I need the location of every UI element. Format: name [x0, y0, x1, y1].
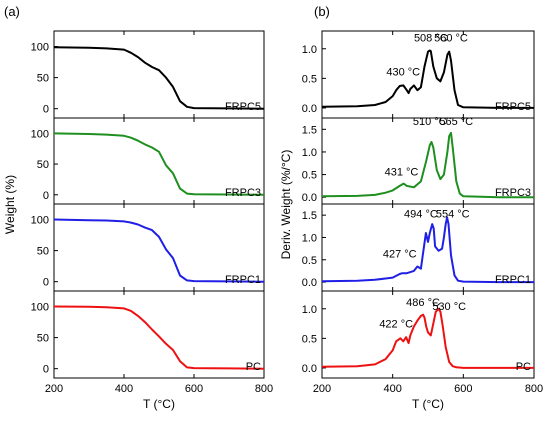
- peak-annotation: 565 °C: [439, 116, 473, 128]
- y-axis-label: Weight (%): [3, 175, 17, 234]
- x-tick-label: 400: [383, 383, 401, 395]
- y-tick-label: 0: [43, 277, 49, 289]
- x-tick-label: 200: [313, 383, 331, 395]
- peak-annotation: 494 °C: [404, 208, 438, 220]
- series-line-frpc5: [321, 49, 534, 109]
- y-tick-label: 1.0: [302, 44, 317, 56]
- series-label: FRPC5: [495, 101, 531, 113]
- x-tick-label: 600: [454, 383, 472, 395]
- y-tick-label: 100: [31, 42, 49, 54]
- y-tick-label: 1.5: [302, 210, 317, 222]
- x-tick-label: 200: [45, 383, 63, 395]
- y-tick-label: 0: [43, 364, 49, 376]
- peak-annotation: 486 °C: [406, 297, 440, 309]
- series-label: FRPC5: [225, 101, 261, 113]
- series-line-frpc1: [53, 218, 265, 283]
- y-tick-label: 100: [31, 128, 49, 140]
- x-axis-label: T (°C): [412, 397, 444, 411]
- peak-annotation: 508 °C: [414, 33, 448, 45]
- series-label: FRPC3: [495, 187, 531, 199]
- series-line-pc: [321, 307, 534, 369]
- y-tick-label: 0.0: [302, 277, 317, 289]
- y-tick-label: 50: [37, 159, 49, 171]
- x-axis-label: T (°C): [143, 397, 175, 411]
- series-line-frpc5: [53, 46, 265, 110]
- peak-annotation: 422 °C: [379, 319, 413, 331]
- y-tick-label: 50: [37, 333, 49, 345]
- series-label: PC: [246, 361, 261, 373]
- plot-frame: [321, 290, 535, 379]
- y-axis-label: Deriv. Weight (%/°C): [279, 150, 293, 260]
- y-tick-label: 100: [31, 215, 49, 227]
- y-tick-label: 1.5: [302, 124, 317, 136]
- subplot-pc: 0 50 100 200 400 600 800 PC: [31, 290, 273, 395]
- panel-label: (b): [314, 4, 330, 19]
- peak-annotation: 427 °C: [383, 249, 417, 261]
- series-line-pc: [53, 305, 265, 370]
- y-tick-label: 50: [37, 73, 49, 85]
- y-tick-label: 0.5: [302, 73, 317, 85]
- series-line-frpc1: [321, 216, 534, 284]
- series-line-frpc3: [53, 132, 265, 196]
- x-tick-label: 400: [115, 383, 133, 395]
- series-label: FRPC1: [495, 274, 531, 286]
- series-label: FRPC3: [225, 187, 261, 199]
- y-tick-label: 1.0: [302, 304, 317, 316]
- peak-annotation: 510 °C: [413, 116, 447, 128]
- series-line-frpc3: [321, 131, 534, 199]
- y-tick-label: 0.5: [302, 333, 317, 345]
- peak-annotation: 560 °C: [434, 33, 468, 45]
- peak-annotation: 431 °C: [385, 166, 419, 178]
- series-label: FRPC1: [225, 274, 261, 286]
- y-tick-label: 100: [31, 302, 49, 314]
- y-tick-label: 1.0: [302, 232, 317, 244]
- x-tick-label: 600: [185, 383, 203, 395]
- panel-label: (a): [4, 4, 20, 19]
- y-tick-label: 0.0: [302, 103, 317, 115]
- plot-frame: [53, 290, 265, 379]
- y-tick-label: 0.0: [302, 363, 317, 375]
- y-tick-label: 0.0: [302, 192, 317, 204]
- peak-annotation: 430 °C: [386, 66, 420, 78]
- x-tick-label: 800: [255, 383, 273, 395]
- y-tick-label: 0.5: [302, 170, 317, 182]
- subplot-frpc5: 0 50 100 FRPC5: [31, 30, 265, 119]
- x-tick-label: 800: [525, 383, 543, 395]
- y-tick-label: 0.5: [302, 255, 317, 267]
- peak-annotation: 554 °C: [436, 208, 470, 220]
- y-tick-label: 50: [37, 246, 49, 258]
- y-tick-label: 0: [43, 190, 49, 202]
- peak-annotation: 530 °C: [432, 301, 466, 313]
- y-tick-label: 0: [43, 104, 49, 116]
- series-label: PC: [516, 361, 531, 373]
- subplot-frpc3: 0 50 100 FRPC3: [31, 117, 265, 205]
- subplot-frpc1: 0 50 100 FRPC1: [31, 203, 265, 292]
- y-tick-label: 1.0: [302, 147, 317, 159]
